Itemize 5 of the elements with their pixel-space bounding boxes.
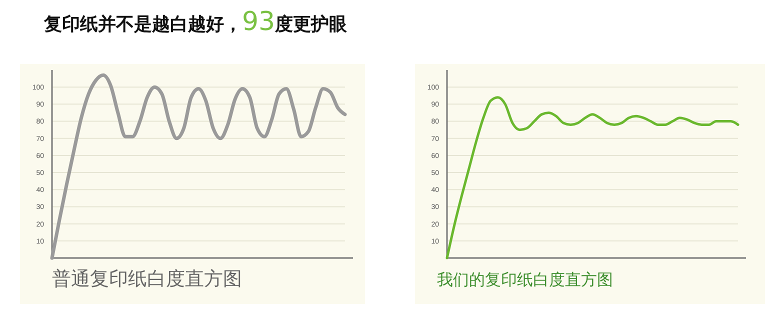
x-axis-title: 我们的复印纸白度直方图 [437,270,613,289]
line-series [446,96,740,260]
chart-title: 复印纸并不是越白越好，93度更护眼 [43,7,348,37]
x-axis-title: 普通复印纸白度直方图 [52,268,242,290]
line-series [50,73,347,260]
